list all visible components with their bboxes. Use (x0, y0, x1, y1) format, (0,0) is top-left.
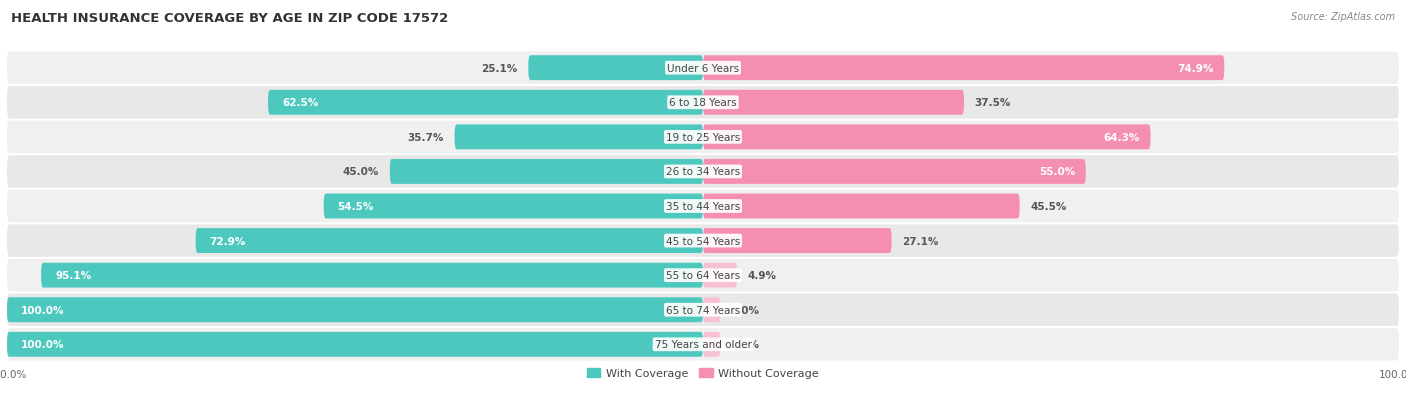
Text: 0.0%: 0.0% (731, 339, 759, 349)
FancyBboxPatch shape (703, 297, 720, 323)
Text: 45 to 54 Years: 45 to 54 Years (666, 236, 740, 246)
Text: 65 to 74 Years: 65 to 74 Years (666, 305, 740, 315)
FancyBboxPatch shape (703, 194, 1019, 219)
FancyBboxPatch shape (7, 52, 1399, 85)
Text: 72.9%: 72.9% (209, 236, 246, 246)
FancyBboxPatch shape (7, 259, 1399, 292)
Text: 37.5%: 37.5% (974, 98, 1011, 108)
Text: 4.9%: 4.9% (748, 271, 776, 280)
FancyBboxPatch shape (7, 225, 1399, 257)
Text: 35 to 44 Years: 35 to 44 Years (666, 202, 740, 211)
Text: 100.0%: 100.0% (21, 305, 65, 315)
FancyBboxPatch shape (7, 87, 1399, 119)
Text: Under 6 Years: Under 6 Years (666, 64, 740, 74)
FancyBboxPatch shape (7, 297, 703, 323)
Text: 74.9%: 74.9% (1177, 64, 1213, 74)
Text: 45.5%: 45.5% (1031, 202, 1067, 211)
Text: 35.7%: 35.7% (408, 133, 444, 142)
FancyBboxPatch shape (529, 56, 703, 81)
FancyBboxPatch shape (703, 90, 965, 116)
FancyBboxPatch shape (389, 159, 703, 185)
Text: 62.5%: 62.5% (283, 98, 318, 108)
FancyBboxPatch shape (269, 90, 703, 116)
FancyBboxPatch shape (323, 194, 703, 219)
Text: 25.1%: 25.1% (482, 64, 517, 74)
Text: Source: ZipAtlas.com: Source: ZipAtlas.com (1291, 12, 1395, 22)
Text: HEALTH INSURANCE COVERAGE BY AGE IN ZIP CODE 17572: HEALTH INSURANCE COVERAGE BY AGE IN ZIP … (11, 12, 449, 25)
Text: 75 Years and older: 75 Years and older (655, 339, 751, 349)
Text: 95.1%: 95.1% (55, 271, 91, 280)
FancyBboxPatch shape (454, 125, 703, 150)
Text: 6 to 18 Years: 6 to 18 Years (669, 98, 737, 108)
FancyBboxPatch shape (703, 263, 737, 288)
Text: 0.0%: 0.0% (731, 305, 759, 315)
FancyBboxPatch shape (703, 56, 1225, 81)
Text: 55.0%: 55.0% (1039, 167, 1076, 177)
FancyBboxPatch shape (7, 332, 703, 357)
Text: 27.1%: 27.1% (903, 236, 938, 246)
FancyBboxPatch shape (7, 328, 1399, 361)
Legend: With Coverage, Without Coverage: With Coverage, Without Coverage (582, 364, 824, 383)
FancyBboxPatch shape (7, 294, 1399, 326)
Text: 45.0%: 45.0% (343, 167, 380, 177)
FancyBboxPatch shape (7, 156, 1399, 188)
Text: 64.3%: 64.3% (1104, 133, 1140, 142)
Text: 55 to 64 Years: 55 to 64 Years (666, 271, 740, 280)
FancyBboxPatch shape (7, 190, 1399, 223)
Text: 54.5%: 54.5% (337, 202, 374, 211)
Text: 100.0%: 100.0% (21, 339, 65, 349)
FancyBboxPatch shape (703, 159, 1085, 185)
FancyBboxPatch shape (703, 332, 720, 357)
Text: 19 to 25 Years: 19 to 25 Years (666, 133, 740, 142)
FancyBboxPatch shape (41, 263, 703, 288)
FancyBboxPatch shape (7, 121, 1399, 154)
Text: 26 to 34 Years: 26 to 34 Years (666, 167, 740, 177)
FancyBboxPatch shape (703, 125, 1150, 150)
FancyBboxPatch shape (195, 228, 703, 254)
FancyBboxPatch shape (703, 228, 891, 254)
